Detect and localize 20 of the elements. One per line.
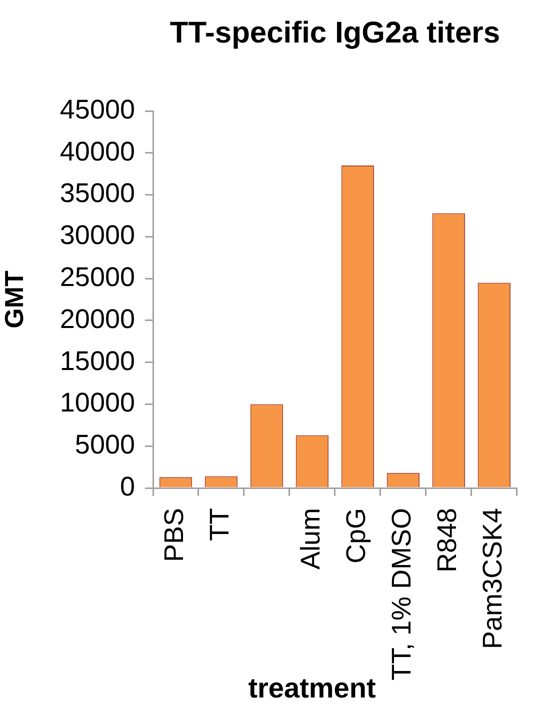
x-tick-label: TT — [204, 508, 235, 541]
y-tick-label: 40000 — [60, 136, 135, 166]
y-tick-label: 20000 — [60, 304, 135, 334]
y-tick-label: 10000 — [60, 388, 135, 418]
y-tick-label: 25000 — [60, 262, 135, 292]
x-tick-label: Pam3CSK4 — [478, 508, 508, 650]
y-tick-label: 45000 — [60, 94, 135, 124]
x-tick-label: Alum — [296, 508, 326, 570]
x-tick-label: PBS — [159, 508, 190, 562]
x-tick-label: TT, 1% DMSO — [386, 508, 417, 681]
x-tick-label: R848 — [432, 508, 462, 573]
y-tick-label: 5000 — [74, 430, 135, 460]
y-tick-label: 0 — [120, 471, 135, 502]
x-axis-title: treatment — [248, 672, 376, 704]
y-tick-label: 30000 — [60, 220, 135, 250]
y-axis-title: GMT — [0, 270, 29, 328]
x-tick-label: CpG — [341, 508, 372, 564]
y-tick-label: 35000 — [60, 178, 135, 208]
chart-title: TT-specific IgG2a titers — [170, 16, 500, 50]
y-tick-label: 15000 — [60, 346, 135, 376]
